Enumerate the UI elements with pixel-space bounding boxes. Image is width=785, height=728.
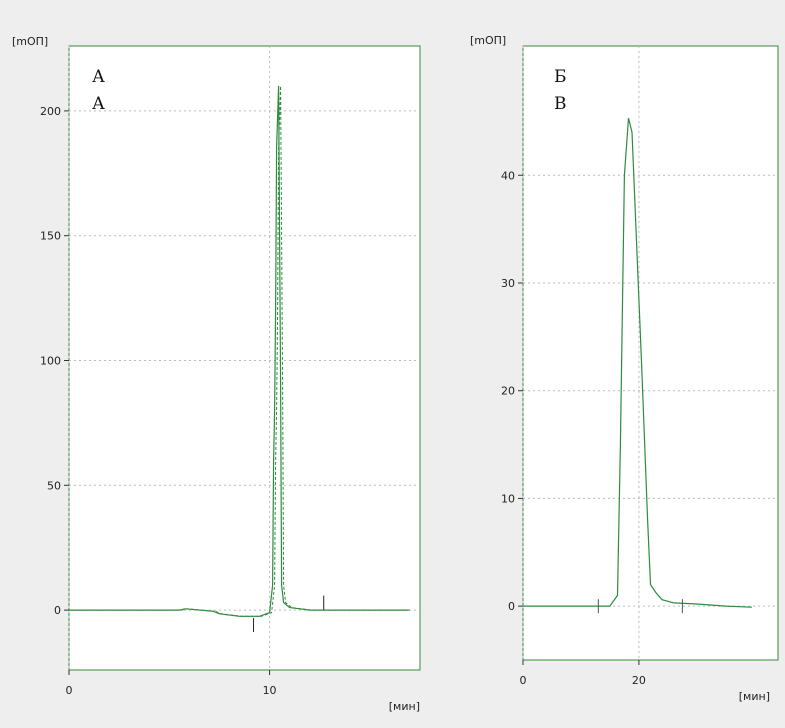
chart-0-panel-letter: А bbox=[92, 94, 105, 114]
chart-0-plot-area bbox=[68, 45, 421, 671]
chart-1-x-tick-label: 20 bbox=[632, 674, 646, 687]
chart-1-y-tick-label: 0 bbox=[508, 600, 515, 613]
chromatogram-panel-b: 0 10 20 30 40 0 20 [mОП] [мин] Б В bbox=[450, 0, 785, 728]
chart-1-y-tick-label: 30 bbox=[501, 277, 515, 290]
chart-1-y-tick-label: 10 bbox=[501, 492, 515, 505]
chart-1-series-line bbox=[523, 118, 752, 608]
chart-0-y-tick-label: 50 bbox=[47, 479, 61, 492]
chart-0-y-tick-label: 200 bbox=[40, 105, 61, 118]
chart-0-panel-letter: А bbox=[92, 67, 105, 87]
chromatogram-panel-a: 0 50 100 150 200 0 10 [mОП] [мин] А А bbox=[0, 0, 450, 728]
chart-0-y-tick-label: 150 bbox=[40, 230, 61, 243]
chart-1-x-tick-label: 0 bbox=[520, 674, 527, 687]
chart-1-y-tick-label: 20 bbox=[501, 385, 515, 398]
chart-1-panel-letter: Б bbox=[554, 67, 567, 87]
chart-0-x-axis-label: [мин] bbox=[389, 700, 420, 713]
chart-1-y-axis-label: [mОП] bbox=[470, 34, 506, 47]
chart-0-x-tick-label: 0 bbox=[66, 684, 73, 697]
chart-0-y-tick-label: 0 bbox=[54, 604, 61, 617]
chart-0-x-tick-label: 10 bbox=[263, 684, 277, 697]
chromatogram-b: 0 10 20 30 40 0 20 [mОП] [мин] БВ bbox=[470, 34, 779, 703]
chart-1-x-axis-label: [мин] bbox=[739, 690, 770, 703]
chart-1-y-tick-label: 40 bbox=[501, 169, 515, 182]
chart-0-series-line-dashed bbox=[71, 85, 410, 617]
chart-1-plot-area bbox=[522, 45, 779, 661]
chart-0-y-tick-label: 100 bbox=[40, 354, 61, 367]
chromatogram-a: 0 50 100 150 200 0 10 [mОП] [мин] АА bbox=[12, 35, 421, 713]
chart-1-panel-letter: В bbox=[554, 94, 567, 114]
chart-0-y-axis-label: [mОП] bbox=[12, 35, 48, 48]
